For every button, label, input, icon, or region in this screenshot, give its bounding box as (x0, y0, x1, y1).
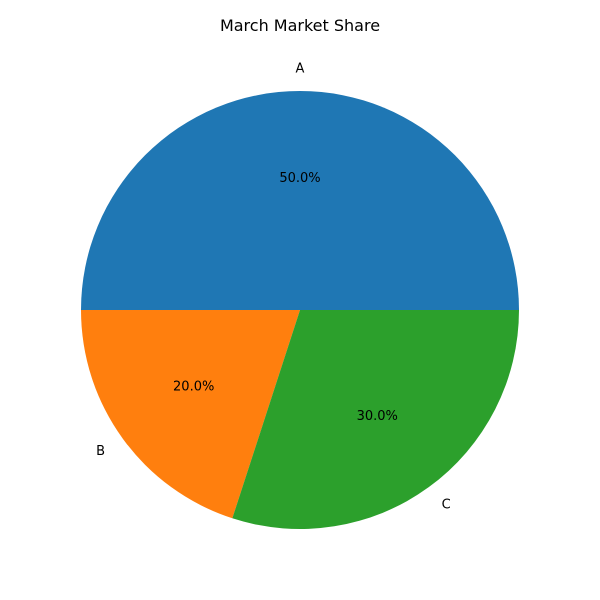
chart-title: March Market Share (220, 16, 380, 35)
pie-slice-a (81, 91, 519, 310)
pie-labels: A 50.0% B 20.0% C 30.0% (96, 62, 450, 513)
percent-label-a: 50.0% (279, 171, 320, 186)
percent-label-b: 20.0% (173, 380, 214, 395)
pie-slices (81, 91, 520, 529)
percent-label-c: 30.0% (357, 409, 398, 424)
slice-label-a: A (296, 62, 305, 77)
pie-slice-b (81, 310, 300, 519)
slice-label-b: B (96, 444, 105, 459)
pie-slice-c (232, 310, 520, 529)
slice-label-c: C (442, 497, 451, 512)
